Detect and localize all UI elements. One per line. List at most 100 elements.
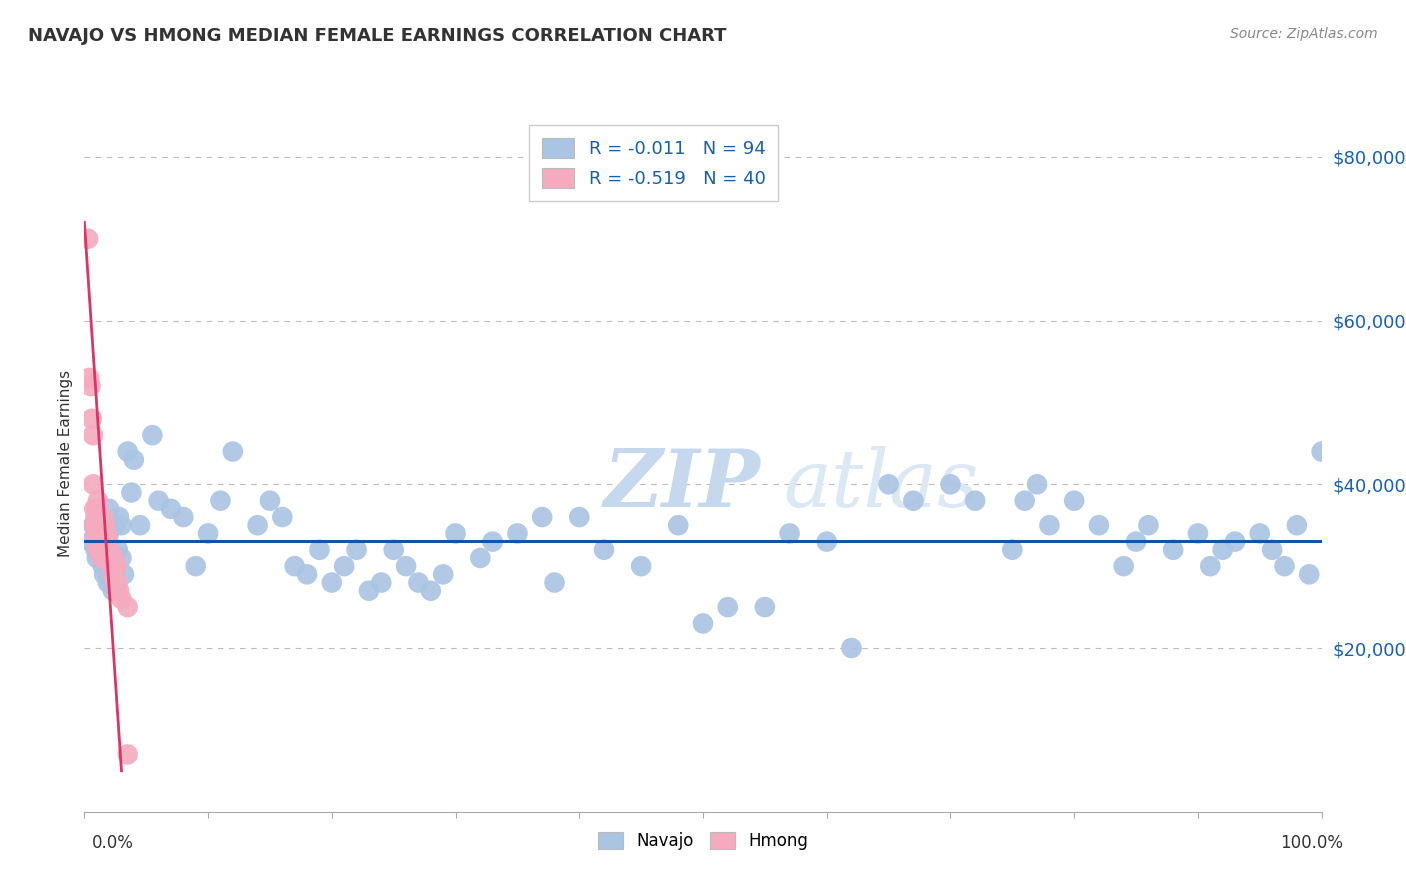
Point [108,583,131,598]
Point [444,526,467,541]
Legend: Navajo, Hmong: Navajo, Hmong [591,825,815,857]
Point [105,575,128,590]
Point [84,526,107,541]
Point [1249,526,1271,541]
Point [1026,477,1049,491]
Point [91,534,114,549]
Point [1310,444,1333,458]
Point [1014,493,1036,508]
Point [82,477,104,491]
Point [160,501,183,516]
Point [717,600,740,615]
Point [107,542,129,557]
Point [543,575,565,590]
Point [89,518,111,533]
Point [1137,518,1160,533]
Point [382,542,405,557]
Point [94,542,117,557]
Point [103,551,125,566]
Point [103,551,125,566]
Point [80,412,103,426]
Point [89,542,111,557]
Point [83,518,105,533]
Point [104,567,127,582]
Point [89,534,111,549]
Point [98,542,121,557]
Point [432,567,454,582]
Point [965,493,987,508]
Point [259,493,281,508]
Point [271,510,294,524]
Point [100,567,122,582]
Point [1088,518,1111,533]
Point [692,616,714,631]
Point [79,379,101,393]
Point [104,575,127,590]
Point [1199,559,1222,574]
Point [117,747,139,762]
Point [105,559,128,574]
Point [94,518,117,533]
Text: 100.0%: 100.0% [1279,834,1343,852]
Point [1285,518,1308,533]
Point [89,510,111,524]
Point [120,485,142,500]
Point [246,518,269,533]
Point [419,583,441,598]
Point [117,444,139,458]
Point [98,551,121,566]
Point [83,501,105,516]
Point [96,526,118,541]
Legend: R = -0.011   N = 94, R = -0.519   N = 40: R = -0.011 N = 94, R = -0.519 N = 40 [529,125,778,201]
Text: ZIP: ZIP [605,446,761,524]
Point [1261,542,1284,557]
Point [1063,493,1085,508]
Point [87,493,110,508]
Point [148,493,170,508]
Point [87,518,110,533]
Point [91,510,114,524]
Point [877,477,900,491]
Point [90,526,112,541]
Point [101,567,124,582]
Point [86,551,108,566]
Point [333,559,356,574]
Point [321,575,343,590]
Point [370,575,392,590]
Point [89,510,111,524]
Point [117,600,139,615]
Point [481,534,503,549]
Point [79,534,101,549]
Point [222,444,245,458]
Point [1038,518,1060,533]
Point [122,452,145,467]
Point [98,559,121,574]
Point [98,526,121,541]
Point [841,640,863,655]
Point [531,510,554,524]
Point [184,559,207,574]
Point [754,600,776,615]
Point [666,518,689,533]
Point [630,559,652,574]
Point [93,542,115,557]
Point [96,518,118,533]
Point [129,518,152,533]
Point [97,575,120,590]
Point [357,583,380,598]
Point [90,551,112,566]
Point [107,575,129,590]
Point [108,510,131,524]
Point [86,534,108,549]
Point [110,551,132,566]
Point [470,551,492,566]
Point [84,542,107,557]
Point [97,534,120,549]
Point [1112,559,1135,574]
Point [506,526,529,541]
Point [815,534,838,549]
Point [141,428,163,442]
Point [110,518,132,533]
Point [1001,542,1024,557]
Point [82,518,104,533]
